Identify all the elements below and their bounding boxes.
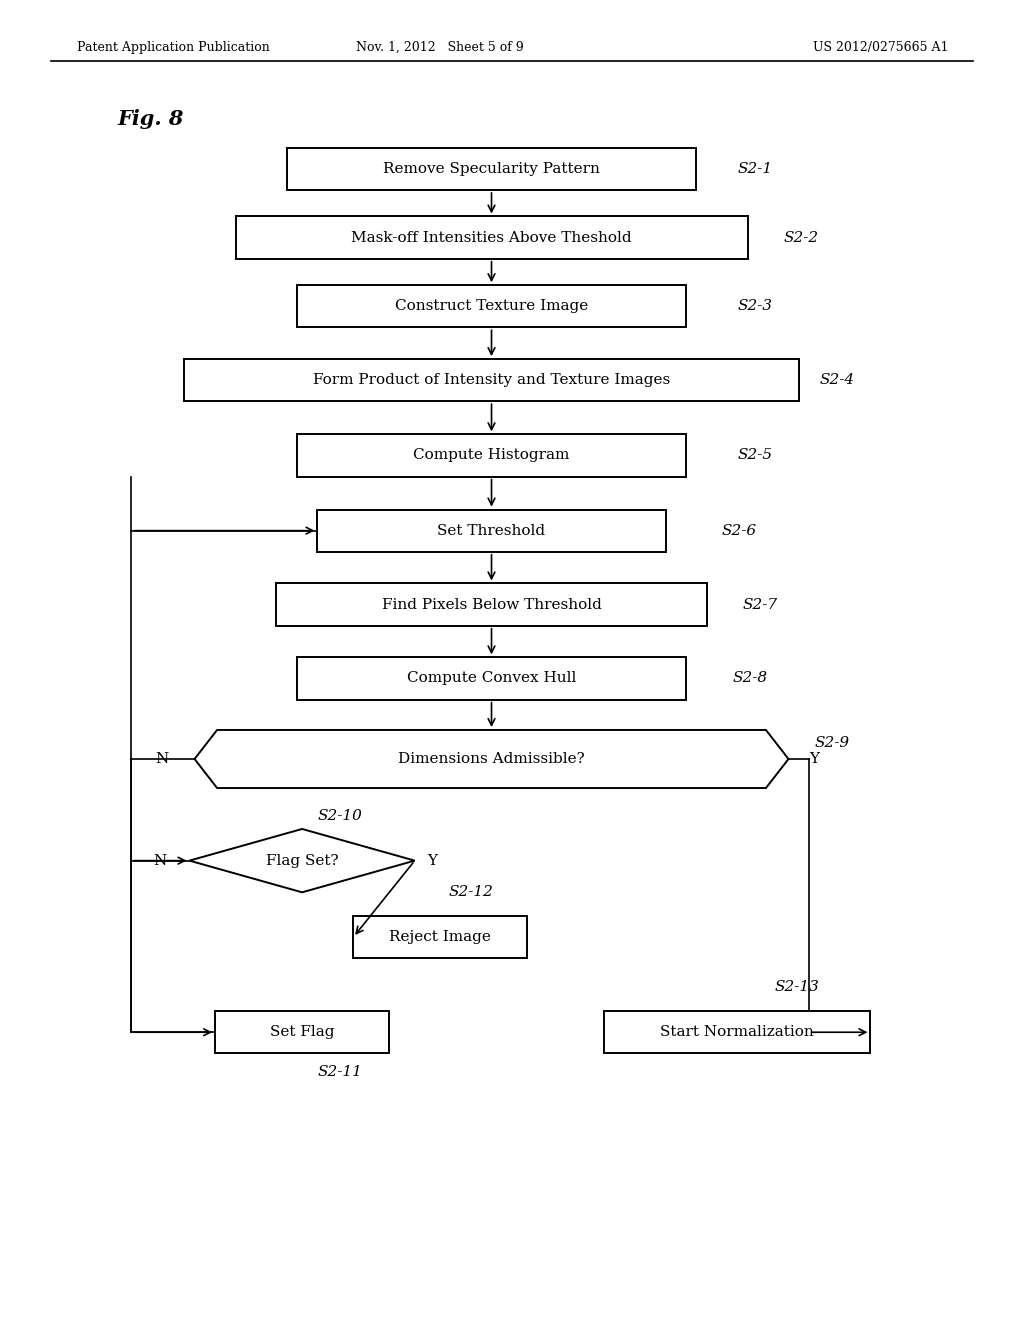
Text: Compute Histogram: Compute Histogram: [414, 449, 569, 462]
Text: S2-2: S2-2: [783, 231, 818, 244]
Text: Compute Convex Hull: Compute Convex Hull: [407, 672, 577, 685]
Text: S2-4: S2-4: [819, 374, 854, 387]
Text: Patent Application Publication: Patent Application Publication: [77, 41, 269, 54]
FancyBboxPatch shape: [287, 148, 696, 190]
Text: Reject Image: Reject Image: [389, 931, 492, 944]
Text: S2-1: S2-1: [737, 162, 772, 176]
Text: Mask-off Intensities Above Theshold: Mask-off Intensities Above Theshold: [351, 231, 632, 244]
Text: Fig. 8: Fig. 8: [118, 108, 184, 129]
FancyBboxPatch shape: [276, 583, 707, 626]
Text: S2-13: S2-13: [774, 981, 819, 994]
FancyBboxPatch shape: [215, 1011, 389, 1053]
Text: Start Normalization: Start Normalization: [660, 1026, 814, 1039]
Text: Dimensions Admissible?: Dimensions Admissible?: [398, 752, 585, 766]
Text: S2-8: S2-8: [732, 672, 767, 685]
Text: S2-7: S2-7: [742, 598, 777, 611]
Text: S2-6: S2-6: [722, 524, 757, 537]
Text: S2-12: S2-12: [449, 886, 494, 899]
Text: Flag Set?: Flag Set?: [266, 854, 338, 867]
Polygon shape: [189, 829, 415, 892]
Text: Nov. 1, 2012   Sheet 5 of 9: Nov. 1, 2012 Sheet 5 of 9: [356, 41, 524, 54]
FancyBboxPatch shape: [297, 657, 686, 700]
FancyBboxPatch shape: [184, 359, 799, 401]
Text: Construct Texture Image: Construct Texture Image: [395, 300, 588, 313]
Text: N: N: [156, 752, 169, 766]
FancyBboxPatch shape: [317, 510, 666, 552]
FancyBboxPatch shape: [236, 216, 748, 259]
FancyBboxPatch shape: [297, 434, 686, 477]
Text: S2-9: S2-9: [814, 737, 849, 750]
FancyBboxPatch shape: [604, 1011, 870, 1053]
Text: N: N: [154, 854, 167, 867]
Text: US 2012/0275665 A1: US 2012/0275665 A1: [813, 41, 948, 54]
Polygon shape: [195, 730, 788, 788]
Text: S2-3: S2-3: [737, 300, 772, 313]
Text: Remove Specularity Pattern: Remove Specularity Pattern: [383, 162, 600, 176]
FancyBboxPatch shape: [297, 285, 686, 327]
Text: Form Product of Intensity and Texture Images: Form Product of Intensity and Texture Im…: [313, 374, 670, 387]
Text: S2-10: S2-10: [317, 809, 362, 822]
Text: Find Pixels Below Threshold: Find Pixels Below Threshold: [382, 598, 601, 611]
Text: Y: Y: [809, 752, 819, 766]
Text: Y: Y: [427, 854, 437, 867]
FancyBboxPatch shape: [353, 916, 527, 958]
Text: S2-11: S2-11: [317, 1065, 362, 1078]
Text: Set Threshold: Set Threshold: [437, 524, 546, 537]
Text: S2-5: S2-5: [737, 449, 772, 462]
Text: Set Flag: Set Flag: [270, 1026, 334, 1039]
